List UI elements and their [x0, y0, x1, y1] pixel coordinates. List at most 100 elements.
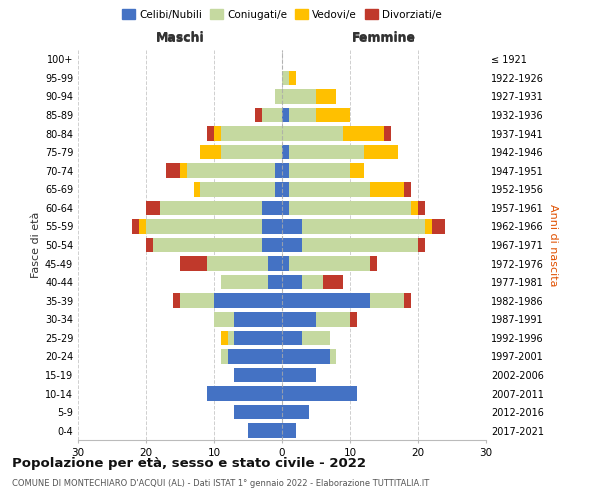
Bar	[370, 294, 404, 308]
Bar	[411, 200, 418, 215]
Bar	[282, 424, 296, 438]
Bar	[418, 238, 425, 252]
Text: COMUNE DI MONTECHIARO D'ACQUI (AL) - Dati ISTAT 1° gennaio 2022 - Elaborazione T: COMUNE DI MONTECHIARO D'ACQUI (AL) - Dat…	[12, 479, 429, 488]
Bar	[235, 368, 282, 382]
Bar	[194, 182, 200, 196]
Bar	[227, 349, 282, 364]
Bar	[384, 126, 391, 141]
Bar	[200, 145, 221, 160]
Bar	[146, 219, 262, 234]
Bar	[235, 312, 282, 326]
Legend: Celibi/Nubili, Coniugati/e, Vedovi/e, Divorziati/e: Celibi/Nubili, Coniugati/e, Vedovi/e, Di…	[118, 5, 446, 24]
Bar	[282, 182, 289, 196]
Bar	[248, 424, 282, 438]
Bar	[200, 182, 275, 196]
Bar	[350, 164, 364, 178]
Bar	[289, 108, 316, 122]
Bar	[180, 294, 214, 308]
Text: Maschi: Maschi	[155, 32, 205, 44]
Text: Femmine: Femmine	[352, 32, 416, 45]
Bar	[207, 126, 214, 141]
Bar	[275, 89, 282, 104]
Text: Maschi: Maschi	[155, 32, 205, 45]
Bar	[289, 164, 350, 178]
Bar	[282, 219, 302, 234]
Bar	[262, 200, 282, 215]
Bar	[275, 182, 282, 196]
Bar	[370, 256, 377, 271]
Bar	[370, 182, 404, 196]
Bar	[404, 294, 411, 308]
Bar	[425, 219, 431, 234]
Bar	[302, 275, 323, 289]
Bar	[289, 182, 370, 196]
Bar	[302, 238, 418, 252]
Bar	[282, 368, 316, 382]
Bar	[404, 182, 411, 196]
Bar	[180, 164, 187, 178]
Bar	[221, 330, 227, 345]
Bar	[364, 145, 398, 160]
Bar	[316, 89, 337, 104]
Bar	[282, 275, 302, 289]
Bar	[221, 145, 282, 160]
Bar	[282, 238, 302, 252]
Bar	[282, 126, 343, 141]
Bar	[282, 405, 309, 419]
Bar	[316, 312, 350, 326]
Bar	[282, 386, 357, 401]
Bar	[262, 238, 282, 252]
Bar	[221, 126, 282, 141]
Bar	[187, 164, 275, 178]
Bar	[146, 200, 160, 215]
Bar	[282, 108, 289, 122]
Bar	[431, 219, 445, 234]
Bar	[282, 330, 302, 345]
Bar	[262, 108, 282, 122]
Bar	[139, 219, 146, 234]
Bar	[153, 238, 262, 252]
Bar	[282, 312, 316, 326]
Bar	[214, 312, 235, 326]
Bar	[133, 219, 139, 234]
Bar	[282, 200, 289, 215]
Bar	[173, 294, 180, 308]
Bar	[316, 108, 350, 122]
Bar	[302, 219, 425, 234]
Bar	[166, 164, 180, 178]
Bar	[207, 256, 268, 271]
Bar	[282, 256, 289, 271]
Bar	[146, 238, 153, 252]
Bar	[221, 349, 227, 364]
Bar	[235, 330, 282, 345]
Bar	[350, 312, 357, 326]
Y-axis label: Fasce di età: Fasce di età	[31, 212, 41, 278]
Bar	[275, 164, 282, 178]
Bar	[214, 126, 221, 141]
Bar	[418, 200, 425, 215]
Text: Femmine: Femmine	[352, 32, 416, 44]
Bar	[214, 294, 282, 308]
Bar	[282, 89, 316, 104]
Bar	[289, 256, 370, 271]
Bar	[227, 330, 235, 345]
Bar	[262, 219, 282, 234]
Bar	[180, 256, 207, 271]
Bar	[289, 145, 364, 160]
Bar	[282, 70, 289, 85]
Bar	[255, 108, 262, 122]
Bar	[282, 164, 289, 178]
Bar	[329, 349, 337, 364]
Text: Popolazione per età, sesso e stato civile - 2022: Popolazione per età, sesso e stato civil…	[12, 458, 366, 470]
Bar	[268, 256, 282, 271]
Bar	[282, 145, 289, 160]
Bar	[289, 70, 296, 85]
Bar	[343, 126, 384, 141]
Bar	[268, 275, 282, 289]
Bar	[302, 330, 329, 345]
Bar	[323, 275, 343, 289]
Bar	[282, 349, 329, 364]
Y-axis label: Anni di nascita: Anni di nascita	[548, 204, 558, 286]
Bar	[160, 200, 262, 215]
Bar	[207, 386, 282, 401]
